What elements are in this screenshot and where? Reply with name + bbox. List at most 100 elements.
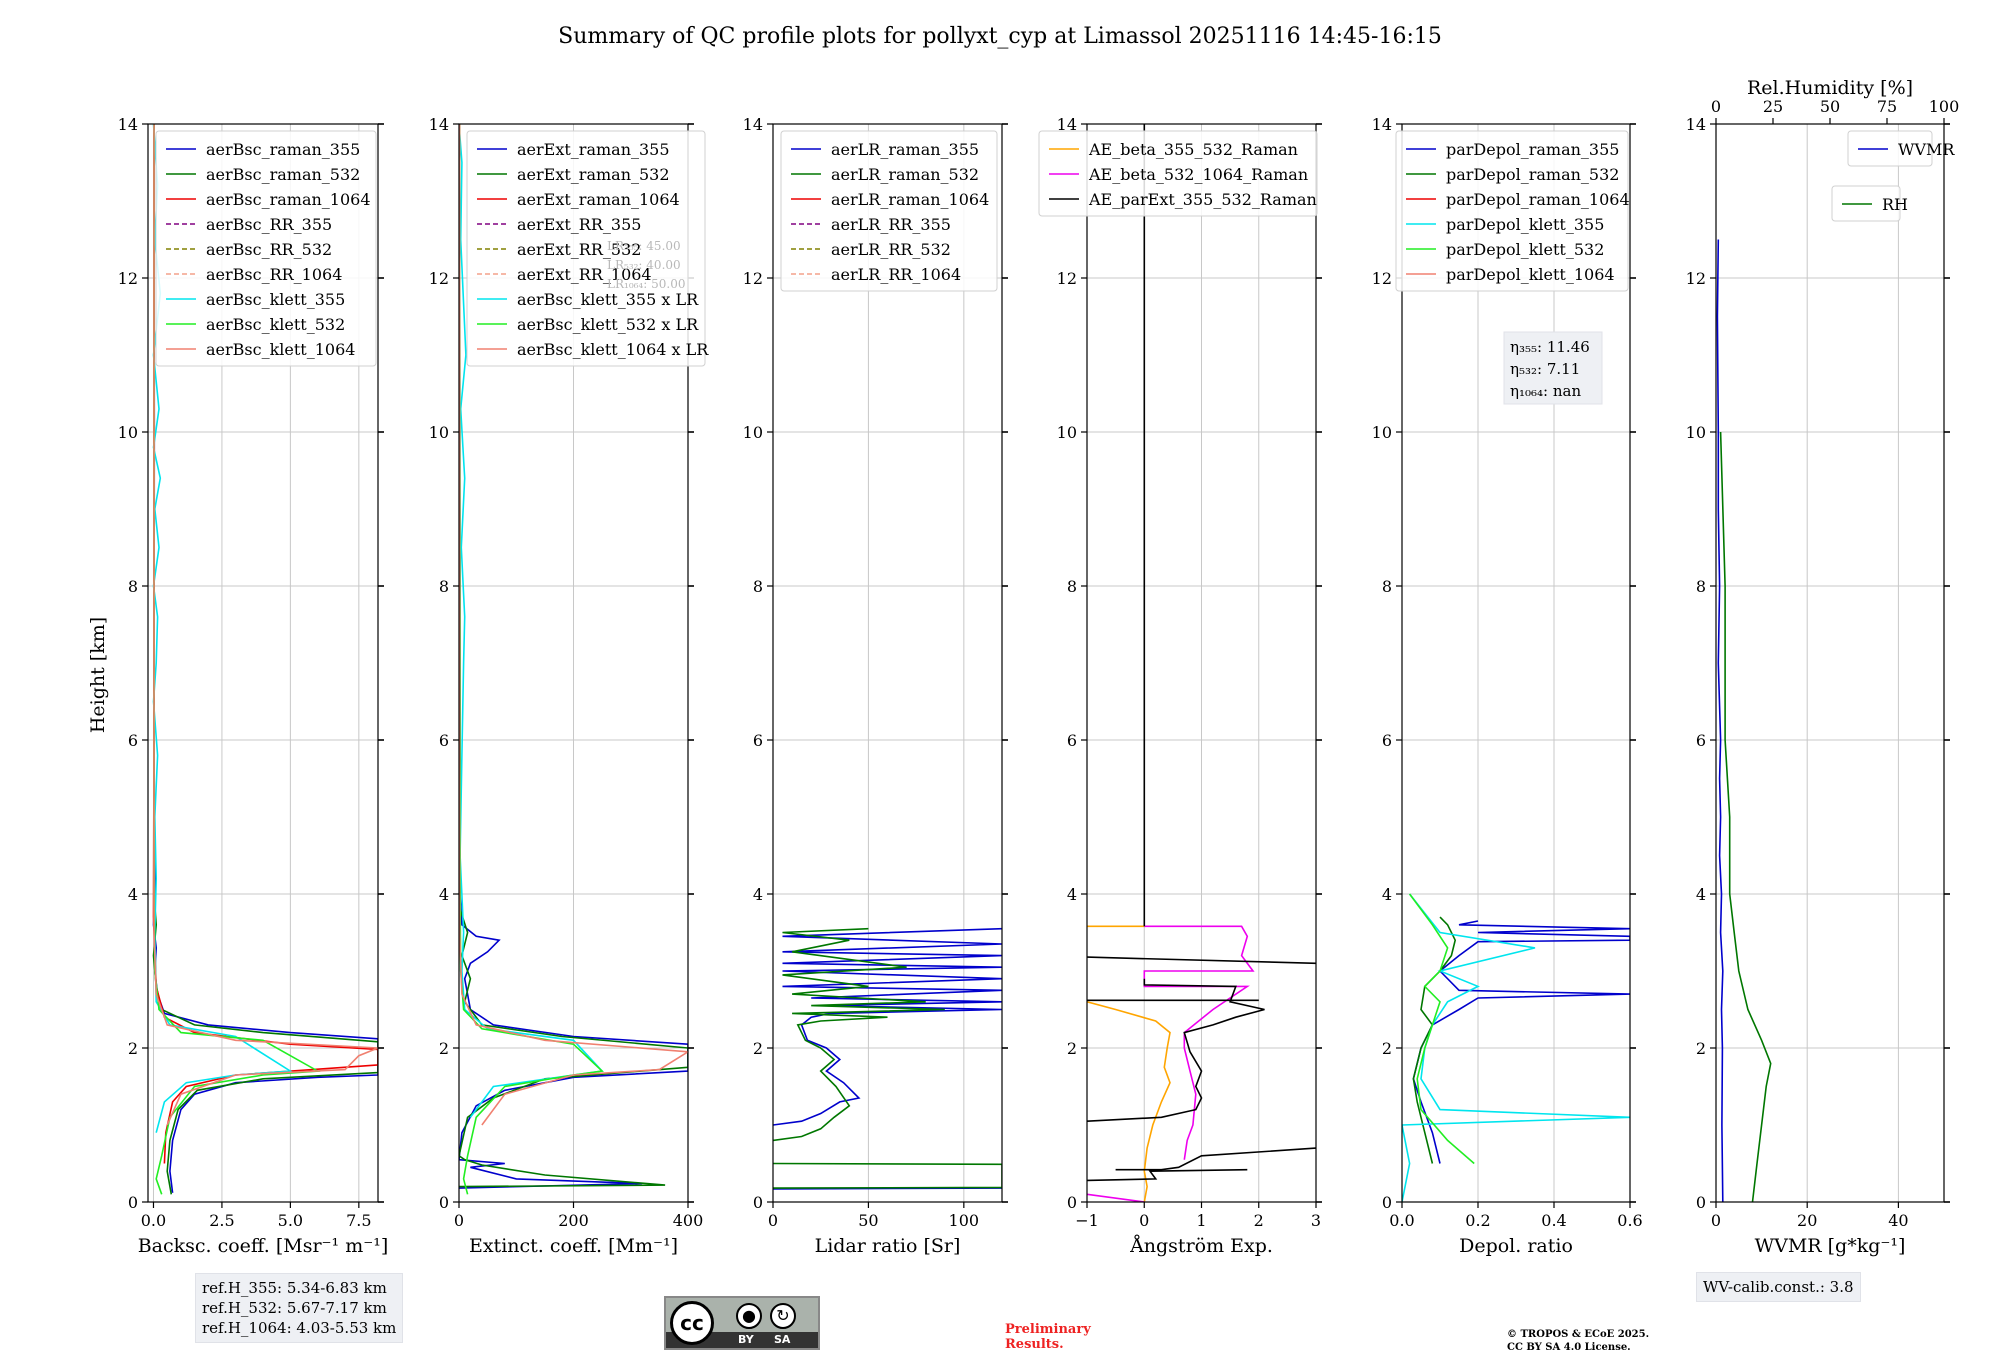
y-tick-label: 10 [118,423,138,442]
legend-label: aerLR_RR_355 [831,215,951,234]
legend-label: parDepol_klett_355 [1446,215,1604,234]
series-aerLR_raman_532 [773,927,945,1142]
wv-calibration-box: WV-calib.const.: 3.8 [1696,1272,1861,1302]
series-WVMR [1716,239,1724,1202]
y-tick-label: 2 [1696,1039,1706,1058]
preliminary-line-1: Preliminary [1005,1322,1091,1337]
y-tick-label: 10 [1057,423,1077,442]
panel-lidarratio: 0 50 100 0 2 4 6 8 10 12 14 Lidar ratio [Sr] aerLR_r… [743,115,1008,1257]
x-tick-label: 0 [1139,1211,1149,1230]
x-tick-label: 400 [673,1211,704,1230]
panel-backscatter: 0.0 2.5 5.0 7.5 0 2 4 6 8 10 12 14 Backsc. coeff. [M… [118,115,389,1257]
top-axis-label: Rel.Humidity [%] [1747,77,1913,99]
series-AE_parExt_355_532_Raman_p6 [1087,1168,1248,1182]
top-tick-label: 100 [1929,97,1960,116]
legend-label: aerLR_RR_532 [831,240,951,259]
legend: WVMR [1847,130,1955,167]
series-group [459,124,688,1195]
x-tick-label: 2 [1254,1211,1264,1230]
y-tick-label: 14 [429,115,449,134]
top-tick-label: 0 [1711,97,1721,116]
y-tick-label: 14 [1057,115,1077,134]
ref-height-532: ref.H_532: 5.67-7.17 km [202,1299,387,1317]
y-tick-label: 4 [439,885,449,904]
y-tick-label: 6 [128,731,138,750]
series-group [1087,124,1316,1202]
y-tick-label: 12 [1057,269,1077,288]
legend-label: aerBsc_RR_355 [206,215,332,234]
attribution-person-icon: ● [736,1303,762,1329]
x-tick-label: 0.4 [1541,1211,1566,1230]
legend-label: aerExt_raman_1064 [517,190,680,209]
series-aerLR_raman_532_low [773,1162,1002,1189]
ref-height-1064: ref.H_1064: 4.03-5.53 km [202,1319,397,1337]
y-tick-label: 14 [1372,115,1392,134]
legend-label: AE_parExt_355_532_Raman [1088,190,1317,209]
reference-height-box: ref.H_355: 5.34-6.83 km ref.H_532: 5.67-… [195,1273,404,1343]
y-tick-label: 8 [1067,577,1077,596]
series-group [1402,893,1630,1202]
series-AE_beta_355_532_Raman [1087,1001,1171,1202]
x-axis-label: Ångström Exp. [1129,1235,1273,1257]
x-tick-label: 40 [1888,1211,1908,1230]
legend-label: AE_beta_355_532_Raman [1088,140,1298,159]
y-tick-label: 6 [1067,731,1077,750]
copyright-line-1: © TROPOS & ECoE 2025. [1507,1329,1650,1340]
legend-label: aerBsc_raman_1064 [206,190,371,209]
y-tick-label: 0 [753,1193,763,1212]
x-tick-label: −1 [1075,1211,1099,1230]
legend-label: parDepol_klett_532 [1446,240,1604,259]
top-tick-label: 25 [1763,97,1783,116]
y-tick-label: 6 [1382,731,1392,750]
y-tick-label: 14 [1686,115,1706,134]
legend-label: aerBsc_klett_355 x LR [517,290,699,309]
series-parDepol_klett_532 [1408,893,1475,1165]
legend-frame [780,130,998,292]
legend-frame [155,130,377,367]
copyright-line-2: CC BY SA 4.0 License. [1507,1342,1631,1353]
preliminary-notice: Preliminary Results. [1005,1322,1091,1352]
legend-label: aerBsc_klett_355 [206,290,345,309]
legend-label: parDepol_klett_1064 [1446,265,1615,284]
series-aerBsc_klett_1064 [153,124,378,1126]
legend-frame [1847,130,1933,167]
legend-label: aerLR_raman_1064 [831,190,989,209]
legend-label: aerExt_raman_355 [517,140,670,159]
cc-logo-icon: cc [670,1301,714,1345]
y-tick-label: 6 [1696,731,1706,750]
legend-frame [1395,130,1629,292]
eta-value: η₃₅₅: 11.46 [1510,338,1590,356]
top-tick-label: 50 [1820,97,1840,116]
legend: aerBsc_raman_355 aerBsc_raman_532 aerBsc_r… [155,130,377,367]
legend-label: parDepol_raman_355 [1446,140,1619,159]
legend-label: aerBsc_raman_355 [206,140,360,159]
axes-frame [772,123,1003,1203]
copyright-notice: © TROPOS & ECoE 2025. CC BY SA 4.0 Licen… [1507,1328,1649,1354]
panel-depol: 0.0 0.2 0.4 0.6 0 2 4 6 8 10 12 14 Depol. ratio parDe… [1372,115,1643,1257]
series-AE_parExt_355_532_Raman_p3 [1087,978,1265,1122]
x-tick-label: 200 [558,1211,589,1230]
legend-label: AE_beta_532_1064_Raman [1088,165,1308,184]
panel-wvmr: 0 20 40 0 2 4 6 8 10 12 14 WVMR [g*kg⁻¹] Rel.Humidit… [1686,77,1960,1257]
x-axis-label: WVMR [g*kg⁻¹] [1755,1235,1906,1257]
preliminary-line-2: Results. [1005,1337,1064,1352]
lidar-ratio-annotation: LR₅₃₂: 40.00 [607,258,681,272]
y-axis-label: Height [km] [87,617,109,733]
legend-label: WVMR [1898,140,1955,159]
x-tick-label: 20 [1797,1211,1817,1230]
x-tick-label: 1 [1196,1211,1206,1230]
series-group [1716,239,1772,1202]
lidar-ratio-annotation: LR₁₀₆₄: 50.00 [607,277,685,291]
y-tick-label: 0 [1696,1193,1706,1212]
y-tick-label: 12 [1686,269,1706,288]
legend-label: aerBsc_klett_1064 [206,340,355,359]
y-tick-label: 8 [128,577,138,596]
series-aerBsc_klett_1064 x LR [459,124,688,1126]
y-tick-label: 4 [1696,885,1706,904]
share-alike-icon: ↻ [770,1303,796,1329]
top-tick-label: 75 [1877,97,1897,116]
legend-label: parDepol_raman_532 [1446,165,1619,184]
